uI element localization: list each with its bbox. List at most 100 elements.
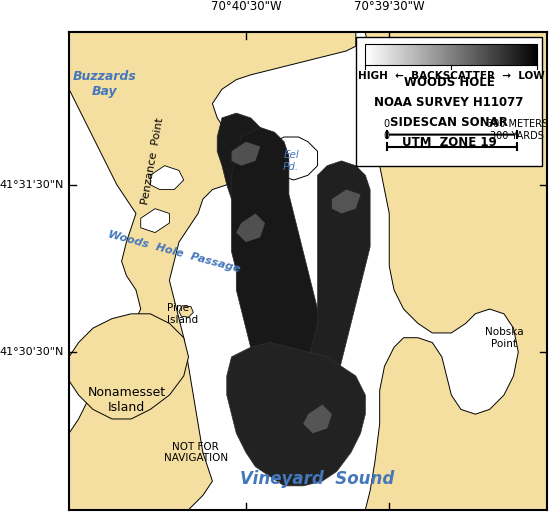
Text: 70°40'30"W: 70°40'30"W <box>211 0 281 13</box>
Bar <box>471 44 473 65</box>
Polygon shape <box>332 190 361 213</box>
Polygon shape <box>236 213 265 242</box>
Bar <box>430 44 432 65</box>
Bar <box>458 44 460 65</box>
Text: SIDESCAN SONAR: SIDESCAN SONAR <box>390 116 508 129</box>
Bar <box>503 44 505 65</box>
Bar <box>443 44 445 65</box>
Polygon shape <box>365 32 547 510</box>
Text: 300 METERS: 300 METERS <box>487 119 548 129</box>
Text: 300 YARDS: 300 YARDS <box>491 131 544 141</box>
Bar <box>378 44 380 65</box>
Bar <box>531 44 533 65</box>
Text: Nonamesset
Island: Nonamesset Island <box>87 386 165 414</box>
Text: NOAA SURVEY H11077: NOAA SURVEY H11077 <box>374 96 524 109</box>
Bar <box>404 44 406 65</box>
Bar <box>445 44 447 65</box>
Bar <box>533 44 535 65</box>
Bar <box>492 44 494 65</box>
Bar <box>410 44 413 65</box>
Polygon shape <box>231 142 260 166</box>
Polygon shape <box>69 314 189 419</box>
Polygon shape <box>298 161 370 429</box>
Polygon shape <box>69 32 356 510</box>
Text: UTM  ZONE 19: UTM ZONE 19 <box>402 136 496 149</box>
Bar <box>473 44 475 65</box>
Bar <box>482 44 484 65</box>
Bar <box>488 44 490 65</box>
Bar <box>423 44 426 65</box>
Text: NOT FOR
NAVIGATION: NOT FOR NAVIGATION <box>164 442 228 463</box>
Bar <box>518 44 520 65</box>
Bar <box>447 44 449 65</box>
Bar <box>499 44 501 65</box>
Text: WOODS HOLE: WOODS HOLE <box>404 75 494 89</box>
Bar <box>497 44 499 65</box>
Bar <box>374 44 376 65</box>
Bar <box>454 44 456 65</box>
Bar <box>535 44 538 65</box>
Bar <box>469 44 471 65</box>
Bar <box>466 44 469 65</box>
Bar <box>514 44 516 65</box>
Bar <box>365 44 538 65</box>
Bar <box>522 44 525 65</box>
Polygon shape <box>150 166 184 190</box>
Bar <box>510 44 512 65</box>
Text: Penzance  Point: Penzance Point <box>140 117 165 205</box>
Bar <box>520 44 522 65</box>
Bar <box>438 44 441 65</box>
Bar <box>451 44 454 65</box>
Bar <box>385 44 387 65</box>
Bar <box>391 44 393 65</box>
Bar <box>434 44 436 65</box>
Polygon shape <box>303 405 332 433</box>
Polygon shape <box>179 306 193 317</box>
Text: 41°30'30"N: 41°30'30"N <box>0 347 64 357</box>
Bar <box>501 44 503 65</box>
Bar <box>387 44 389 65</box>
Bar <box>526 44 529 65</box>
Bar <box>398 44 400 65</box>
Bar <box>426 44 428 65</box>
Bar <box>490 44 492 65</box>
Text: 0: 0 <box>384 131 390 141</box>
Bar <box>432 44 434 65</box>
Bar <box>421 44 423 65</box>
Text: Buzzards
Bay: Buzzards Bay <box>73 71 137 98</box>
Bar <box>477 44 479 65</box>
Bar <box>512 44 514 65</box>
Bar <box>456 44 458 65</box>
Bar <box>402 44 404 65</box>
Text: Pine
Island: Pine Island <box>167 303 198 324</box>
Bar <box>380 44 382 65</box>
Bar <box>516 44 518 65</box>
Bar <box>525 44 526 65</box>
Text: Eel
Pd.: Eel Pd. <box>283 150 300 172</box>
Bar <box>505 44 507 65</box>
Bar <box>400 44 402 65</box>
Polygon shape <box>141 209 170 233</box>
Bar <box>365 44 367 65</box>
Text: 41°31'30"N: 41°31'30"N <box>0 180 64 190</box>
Bar <box>475 44 477 65</box>
Bar <box>389 44 391 65</box>
Bar <box>529 44 531 65</box>
Polygon shape <box>270 137 318 180</box>
Bar <box>376 44 378 65</box>
Bar <box>507 44 510 65</box>
FancyBboxPatch shape <box>356 37 542 166</box>
Polygon shape <box>217 113 270 209</box>
Bar <box>428 44 430 65</box>
Bar <box>419 44 421 65</box>
Polygon shape <box>231 127 337 452</box>
Bar <box>417 44 419 65</box>
Bar <box>486 44 488 65</box>
Text: 0: 0 <box>384 119 390 129</box>
Bar <box>372 44 374 65</box>
Bar <box>441 44 443 65</box>
Bar <box>367 44 370 65</box>
Bar <box>464 44 466 65</box>
Text: Vineyard  Sound: Vineyard Sound <box>240 470 395 487</box>
Bar <box>408 44 410 65</box>
